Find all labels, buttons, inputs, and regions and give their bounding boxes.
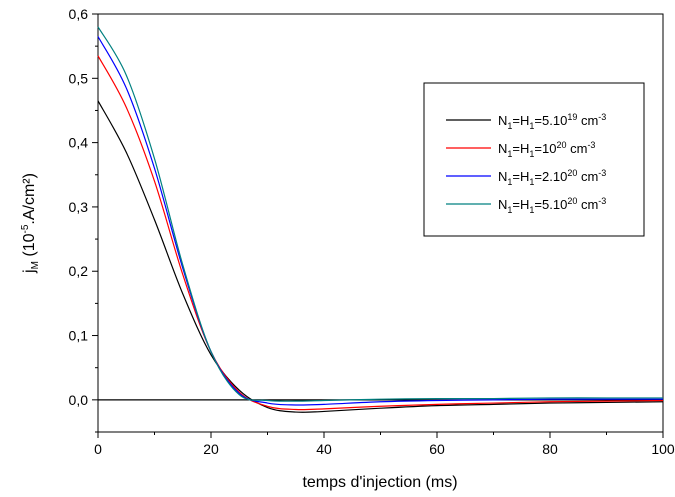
x-tick-label: 100	[651, 441, 675, 457]
y-axis-ticks: 0,0 0,1 0,2 0,3 0,4 0,5 0,6	[69, 6, 98, 433]
x-axis-ticks: 0 20 40 60 80 100	[94, 432, 675, 457]
x-tick-label: 80	[542, 441, 558, 457]
series-line-4	[97, 26, 663, 402]
legend: N1=H1=5.1019 cm-3 N1=H1=1020 cm-3 N1=H1=2.…	[423, 82, 645, 237]
series-line-2	[97, 55, 664, 411]
x-tick-label: 0	[94, 441, 102, 457]
x-tick-label: 60	[429, 441, 445, 457]
series-lines	[97, 26, 664, 413]
y-tick-label: 0,0	[69, 392, 89, 408]
y-tick-label: 0,2	[69, 263, 89, 279]
y-tick-label: 0,6	[69, 6, 89, 22]
y-tick-label: 0,5	[69, 70, 89, 86]
series-line-1	[97, 100, 664, 413]
legend-label: N1=H1=2.1020 cm-3	[498, 168, 606, 187]
x-tick-label: 40	[316, 441, 332, 457]
series-line-3	[97, 36, 663, 406]
legend-label: N1=H1=5.1019 cm-3	[498, 112, 606, 131]
y-tick-label: 0,3	[69, 199, 89, 215]
x-axis-title: temps d'injection (ms)	[302, 474, 457, 491]
y-tick-label: 0,1	[69, 328, 89, 344]
y-tick-label: 0,4	[69, 135, 89, 151]
legend-box	[423, 82, 645, 237]
y-axis-title: jM (10-5.A/cm²)	[20, 173, 41, 274]
legend-label: N1=H1=5.1020 cm-3	[498, 196, 606, 215]
x-tick-label: 20	[203, 441, 219, 457]
legend-label: N1=H1=1020 cm-3	[498, 140, 595, 159]
